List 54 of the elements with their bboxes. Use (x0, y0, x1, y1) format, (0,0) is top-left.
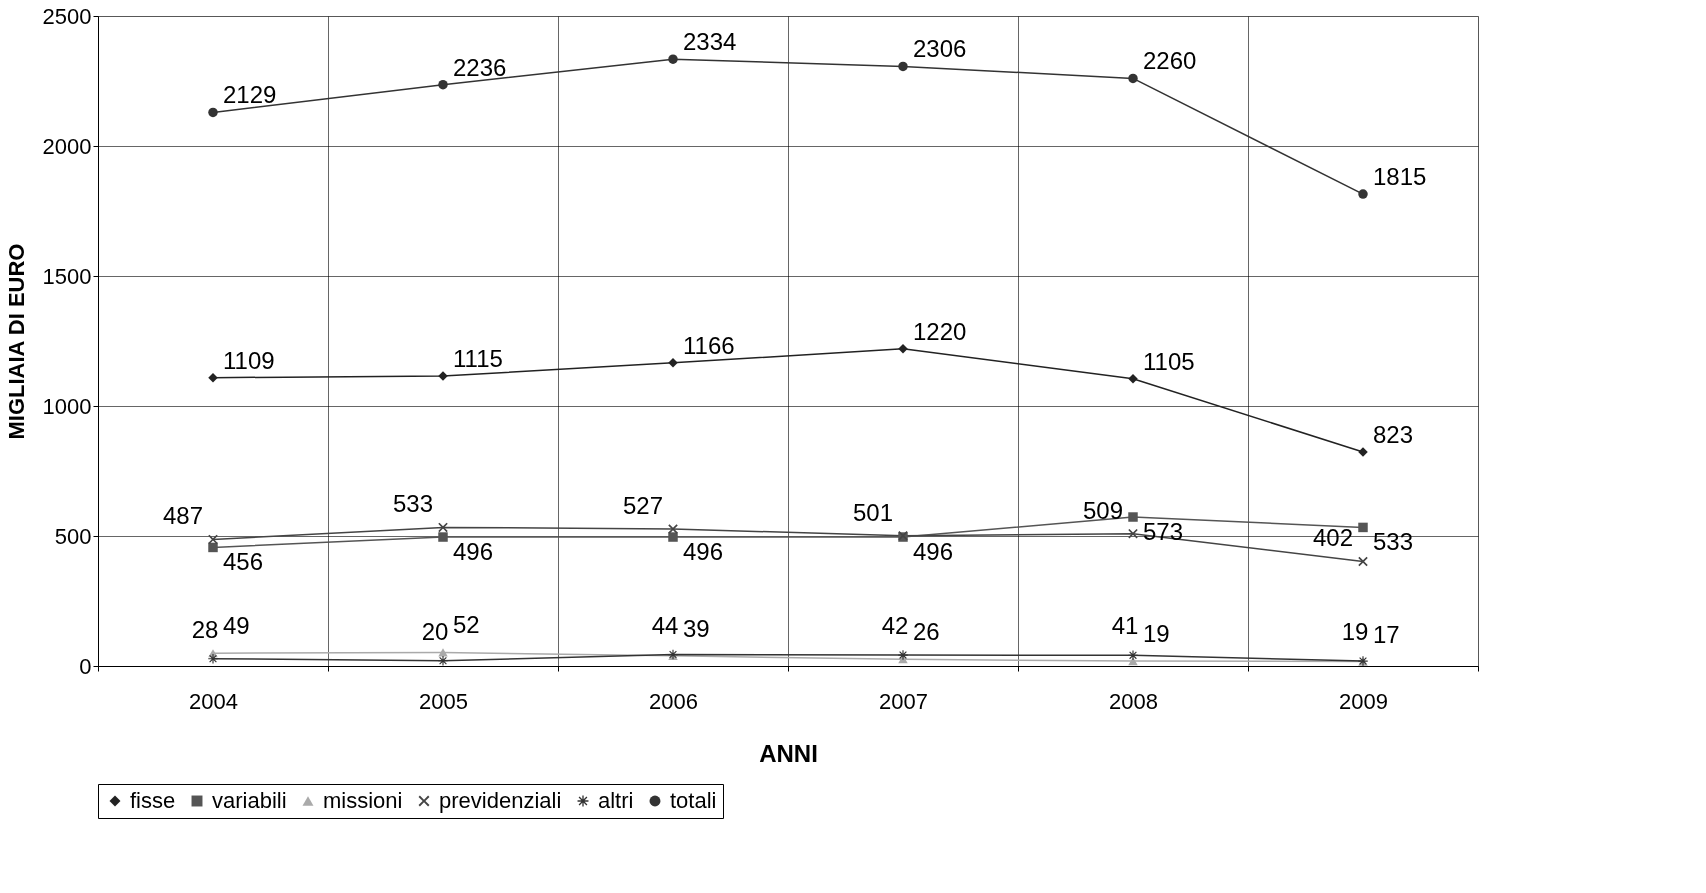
data-label: 823 (1373, 421, 1414, 449)
data-label: 42 (881, 612, 909, 640)
legend-label: previdenziali (439, 788, 562, 813)
y-tick-label: 0 (79, 653, 92, 679)
data-label: 17 (1373, 620, 1400, 648)
data-label: 28 (191, 615, 219, 643)
data-label: 1220 (913, 317, 967, 345)
x-tick-label: 2006 (649, 688, 698, 714)
data-label: 41 (1111, 612, 1139, 640)
data-label: 527 (622, 491, 663, 519)
data-label: 2260 (1143, 47, 1197, 75)
data-label: 1109 (223, 346, 275, 374)
legend-label: altri (598, 788, 634, 813)
data-label: 1815 (1373, 163, 1427, 191)
y-tick-label: 2000 (42, 133, 92, 159)
x-tick-label: 2009 (1339, 688, 1388, 714)
data-label: 501 (852, 498, 893, 526)
legend-label: variabili (212, 788, 287, 813)
data-label: 52 (453, 611, 480, 639)
data-label: 19 (1341, 618, 1369, 646)
data-label: 2236 (453, 53, 507, 81)
x-tick-label: 2007 (879, 688, 928, 714)
x-axis-title: ANNI (759, 739, 818, 767)
y-axis-title: MIGLIAIA DI EURO (3, 243, 29, 440)
data-label: 487 (162, 502, 203, 530)
data-label: 19 (1143, 620, 1170, 648)
data-label: 456 (223, 548, 264, 576)
data-label: 44 (651, 611, 679, 639)
y-tick-label: 2500 (42, 3, 92, 29)
x-tick-label: 2004 (189, 688, 238, 714)
x-tick-label: 2008 (1109, 688, 1158, 714)
data-label: 496 (913, 538, 954, 566)
data-label: 533 (392, 490, 433, 518)
legend-label: fisse (130, 788, 176, 813)
data-label: 49 (223, 612, 250, 640)
y-tick-label: 1000 (42, 393, 92, 419)
data-label: 2129 (223, 81, 277, 109)
data-label: 2306 (913, 35, 967, 63)
data-label: 496 (683, 538, 724, 566)
data-label: 509 (1082, 496, 1123, 524)
legend-label: totali (670, 788, 717, 813)
data-label: 2334 (683, 28, 737, 56)
y-tick-label: 1500 (42, 263, 92, 289)
data-label: 39 (683, 614, 710, 642)
data-label: 26 (913, 618, 940, 646)
data-label: 1166 (683, 331, 735, 359)
data-label: 20 (421, 617, 449, 645)
data-label: 533 (1373, 528, 1414, 556)
data-label: 1105 (1143, 347, 1195, 375)
data-label: 496 (453, 538, 494, 566)
data-label: 1115 (453, 345, 503, 373)
x-tick-label: 2005 (419, 688, 468, 714)
y-tick-label: 500 (54, 523, 92, 549)
legend-label: missioni (323, 788, 403, 813)
